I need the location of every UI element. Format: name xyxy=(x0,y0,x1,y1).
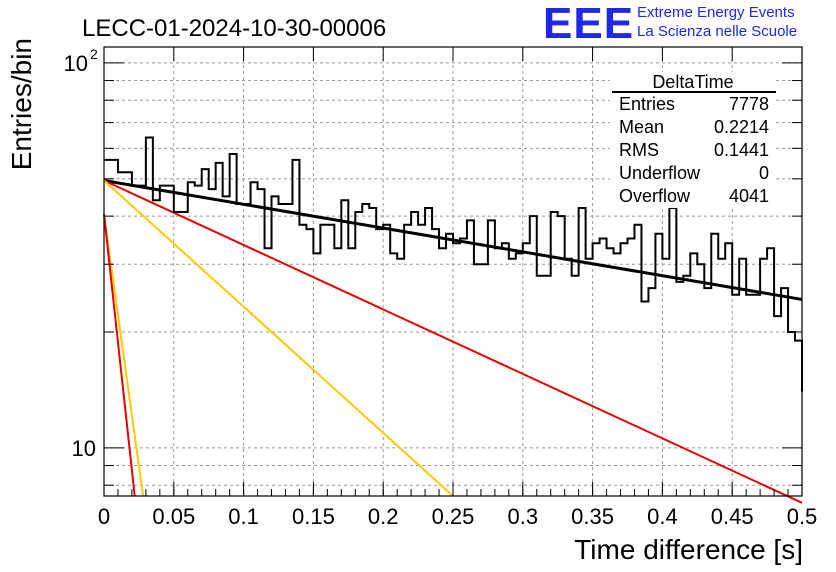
fit-line-component-red-slow xyxy=(103,179,803,504)
stats-box-bg xyxy=(610,72,776,208)
stats-value: 7778 xyxy=(729,94,769,114)
stats-label: RMS xyxy=(619,140,659,160)
y-tick-label: 10 xyxy=(72,436,96,461)
eee-logo-line2: La Scienza nelle Scuole xyxy=(637,23,798,40)
fit-line-component-orange-slow xyxy=(103,179,454,497)
axes: 0 0.05 0.1 0.15 0.2 0.25 0.3 0.35 0.4 0.45 0.5 10 10… xyxy=(64,46,818,529)
y-tick-label-exponent: 2 xyxy=(90,46,98,62)
stats-value: 0.2214 xyxy=(714,117,769,137)
stats-label: Mean xyxy=(619,117,664,137)
stats-label: Overflow xyxy=(619,186,691,206)
x-tick-label: 0.35 xyxy=(571,504,614,529)
stats-label: Underflow xyxy=(619,163,701,183)
x-tick-label: 0.15 xyxy=(292,504,335,529)
eee-logo-mark: EEE xyxy=(543,0,635,48)
stats-value: 0.1441 xyxy=(714,140,769,160)
y-axis-label: Entries/bin xyxy=(6,38,37,170)
fit-line-component-orange-fast xyxy=(103,213,145,497)
x-tick-label: 0.1 xyxy=(228,504,259,529)
x-tick-label: 0 xyxy=(98,504,110,529)
x-tick-label: 0.45 xyxy=(711,504,754,529)
eee-logo-line1: Extreme Energy Events xyxy=(637,4,795,21)
grid-lines xyxy=(104,47,802,496)
chart-title: LECC-01-2024-10-30-00006 xyxy=(82,15,386,42)
stats-value: 0 xyxy=(759,163,769,183)
x-axis-label: Time difference [s] xyxy=(574,534,803,565)
x-tick-label: 0.25 xyxy=(432,504,475,529)
stats-box-title: DeltaTime xyxy=(652,72,733,92)
stats-value: 4041 xyxy=(729,186,769,206)
histogram-outline xyxy=(104,136,803,392)
x-tick-label: 0.4 xyxy=(647,504,678,529)
eee-logo-text: Extreme Energy Events La Scienza nelle S… xyxy=(637,3,797,41)
stats-label: Entries xyxy=(619,94,675,114)
x-tick-label: 0.2 xyxy=(368,504,399,529)
fit-line-component-red-fast xyxy=(103,213,136,497)
y-tick-label: 10 xyxy=(64,51,88,76)
x-tick-label: 0.3 xyxy=(508,504,539,529)
x-tick-label: 0.05 xyxy=(152,504,195,529)
histogram-bars xyxy=(104,136,803,392)
x-tick-label: 0.5 xyxy=(787,504,818,529)
